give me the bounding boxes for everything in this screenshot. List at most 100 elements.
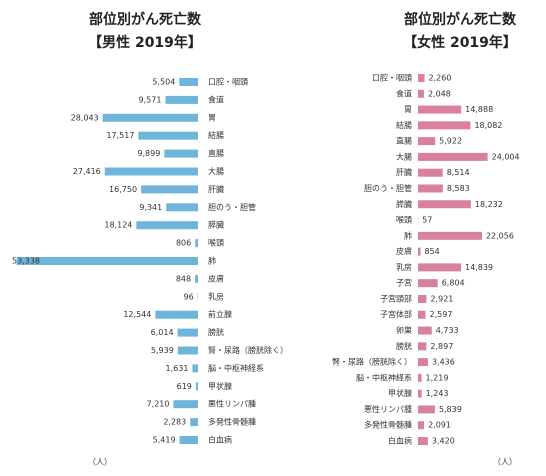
bar	[179, 78, 198, 86]
value-label: 17,517	[106, 131, 134, 140]
bar	[418, 89, 424, 98]
value-label: 22,056	[486, 231, 514, 240]
bar	[418, 389, 422, 398]
category-label: 甲状腺	[208, 381, 232, 391]
bar	[190, 418, 198, 427]
bar	[418, 263, 462, 272]
category-label: 大腸	[208, 166, 224, 176]
value-label: 6,014	[151, 328, 174, 337]
value-label: 2,897	[430, 342, 453, 351]
category-label: 前立腺	[208, 309, 232, 319]
category-label: 口腔・咽頭	[208, 77, 248, 87]
value-label: 16,750	[109, 185, 137, 194]
category-label: 膀胱	[396, 341, 412, 351]
category-label: 悪性リンパ腫	[364, 404, 412, 414]
bar	[104, 167, 198, 176]
category-label: 多発性骨髄腫	[364, 420, 412, 430]
value-label: 57	[422, 216, 432, 225]
value-label: 53,338	[12, 257, 40, 266]
bar	[418, 105, 462, 114]
bar	[102, 113, 198, 122]
bar	[138, 131, 198, 140]
bar	[195, 274, 198, 283]
value-label: 18,232	[475, 200, 503, 209]
category-label: 喉頭	[208, 238, 224, 248]
value-label: 12,544	[123, 310, 151, 319]
value-label: 2,283	[163, 418, 186, 427]
category-label: 大腸	[396, 151, 412, 161]
value-label: 7,210	[147, 400, 170, 409]
bar	[418, 310, 426, 319]
value-label: 2,260	[429, 74, 452, 83]
category-label: 口腔・咽頭	[372, 73, 412, 83]
category-label: 胆のう・胆管	[208, 202, 256, 212]
value-label: 619	[177, 382, 192, 391]
category-label: 胃	[404, 105, 412, 114]
value-label: 18,124	[104, 221, 132, 230]
unit-label: （人）	[493, 458, 517, 467]
bar	[418, 294, 427, 303]
value-label: 28,043	[71, 113, 99, 122]
category-label: 結腸	[396, 120, 412, 130]
value-label: 9,341	[139, 203, 162, 212]
unit-label: （人）	[88, 458, 112, 467]
category-label: 胆のう・胆管	[364, 183, 412, 193]
category-label: 膀胱	[208, 327, 224, 337]
category-label: 食道	[396, 88, 412, 98]
category-label: 白血病	[208, 435, 232, 445]
bar	[164, 149, 198, 158]
category-label: 胃	[208, 113, 216, 122]
value-label: 848	[176, 274, 191, 283]
category-label: 腎・尿路（膀胱除く）	[208, 345, 288, 355]
chart-title: 部位別がん死亡数	[89, 11, 202, 28]
bar	[418, 200, 471, 209]
category-label: 肝臓	[208, 184, 224, 194]
category-label: 皮膚	[208, 273, 224, 283]
chart-title: 部位別がん死亡数	[404, 11, 517, 28]
value-label: 1,631	[166, 364, 189, 373]
category-label: 乳房	[396, 262, 412, 272]
value-label: 1,219	[426, 373, 449, 382]
value-label: 2,921	[430, 294, 453, 303]
bar	[155, 310, 198, 319]
value-label: 2,597	[430, 310, 453, 319]
value-label: 96	[183, 292, 193, 301]
bar	[418, 121, 471, 130]
value-label: 2,091	[428, 421, 451, 430]
bar	[165, 95, 198, 104]
bar	[195, 382, 198, 391]
category-label: 脳・中枢神経系	[356, 372, 412, 382]
bar	[177, 328, 198, 337]
value-label: 14,839	[465, 263, 493, 272]
bar	[418, 342, 427, 351]
value-label: 3,420	[432, 437, 455, 446]
category-label: 子宮	[396, 278, 412, 288]
value-label: 9,899	[137, 149, 160, 158]
bar	[418, 137, 436, 146]
category-label: 子宮体部	[380, 309, 412, 319]
category-label: 脳・中枢神経系	[208, 363, 264, 373]
bar	[418, 326, 432, 335]
bar	[16, 257, 198, 265]
chart-subtitle: 【女性 2019年】	[403, 34, 517, 51]
category-label: 腎・尿路（膀胱除く）	[332, 357, 412, 367]
bar	[418, 184, 443, 193]
value-label: 5,504	[152, 78, 175, 87]
bar	[418, 437, 428, 445]
bar	[418, 279, 438, 288]
category-label: 皮膚	[396, 246, 412, 256]
category-label: 甲状腺	[388, 388, 412, 398]
value-label: 24,004	[492, 152, 520, 161]
value-label: 5,939	[151, 346, 174, 355]
bar	[418, 168, 443, 177]
category-label: 直腸	[208, 148, 224, 158]
value-label: 8,583	[447, 184, 470, 193]
bar	[418, 231, 482, 240]
category-label: 卵巣	[396, 325, 412, 335]
bar	[177, 346, 198, 355]
bar	[179, 436, 198, 444]
value-label: 854	[424, 247, 439, 256]
bar	[418, 152, 488, 161]
value-label: 18,082	[474, 121, 502, 130]
